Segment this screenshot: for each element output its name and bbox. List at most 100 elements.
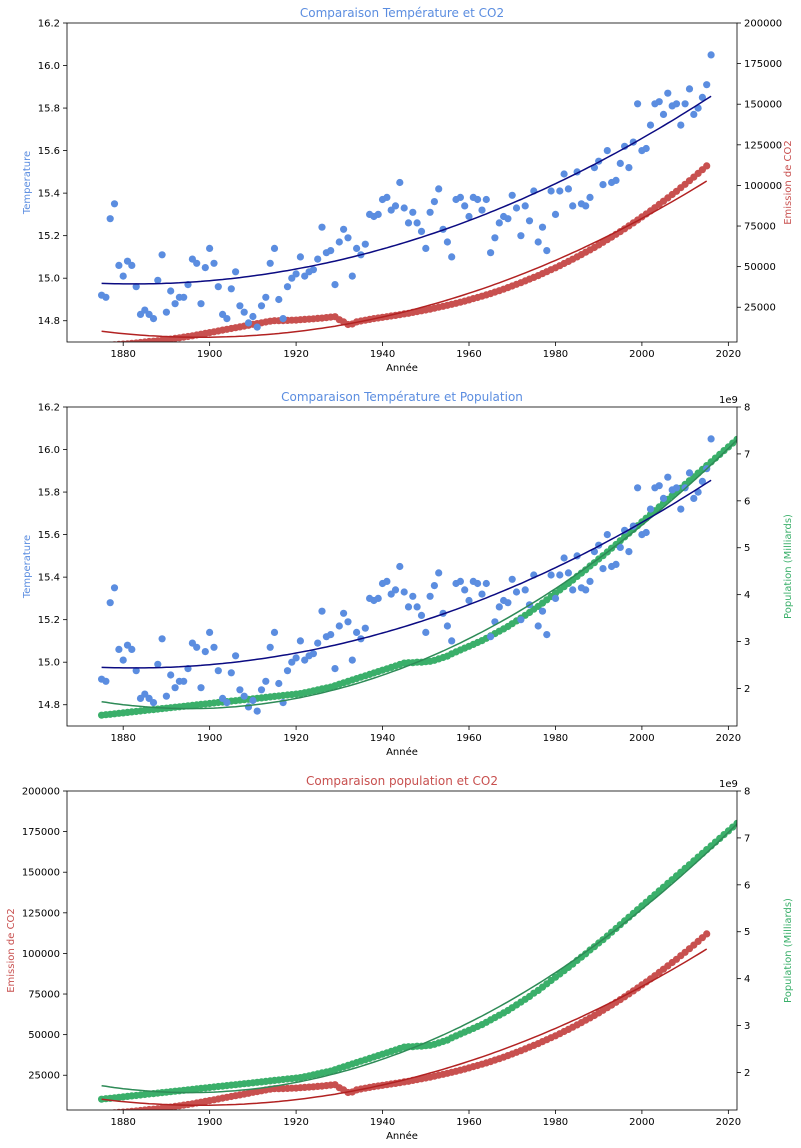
x-tick-label: 2020 [716,1117,741,1128]
population-series [98,435,737,719]
y-left-tick-label: 16.2 [38,403,60,414]
y-left-tick-label: 16.2 [38,19,60,30]
temperature-point [236,686,244,694]
co2-point [109,341,112,342]
temperature-point [240,692,248,700]
temperature-point [119,272,127,280]
y-right-axis-label: Emission de CO2 [783,140,794,225]
temperature-point [391,202,400,210]
temperature-point [262,677,270,685]
temperature-point [318,607,326,615]
x-tick-label: 2020 [716,349,741,360]
x-tick-label: 1920 [283,1117,308,1128]
temperature-point [659,494,668,502]
plot-frame [66,406,738,727]
y-right-tick-label: 175000 [744,59,782,70]
temperature-point [162,308,170,316]
temperature-point [495,603,503,611]
temperature-point [435,185,443,193]
temperature-point [534,238,542,246]
temperature-point [508,191,516,199]
temperature-point [707,51,715,59]
temperature-point [400,588,408,596]
temperature-point [275,295,283,304]
temperature-point [180,293,188,301]
temperature-point [162,692,170,700]
temperature-point [353,628,361,637]
y-left-tick-label: 15.6 [38,530,60,541]
chart-panel-1: Comparaison Température et CO2 1880 1900 19… [22,6,794,374]
temperature-point [262,293,270,301]
temperature-point [655,98,663,106]
y-left-tick-label: 150000 [22,868,60,879]
temperature-point [197,684,205,692]
temperature-point [582,586,590,594]
y-right-tick-label: 8 [744,403,750,414]
y-left-tick-label: 15.4 [38,573,60,584]
temperature-point [270,628,279,637]
y-left-tick-label: 50000 [28,1030,60,1041]
temperature-point [478,590,486,598]
temperature-point [556,571,564,579]
y-left-tick-label: 75000 [28,990,60,1001]
y-right-tick-label: 150000 [744,100,782,111]
temperature-point [474,195,482,204]
temperature-point [677,121,685,129]
temperature-point [646,505,655,513]
temperature-point [353,244,361,252]
temperature-point [534,622,542,630]
temperature-point [482,195,490,204]
temperature-point [296,637,304,645]
temperature-point [456,193,464,201]
temperature-point [335,622,343,630]
temperature-point [599,565,607,573]
temperature-point [474,579,482,588]
temperature-point [301,656,309,664]
temperature-point [154,276,162,284]
temperature-point [487,249,495,257]
temperature-point [106,599,114,607]
temperature-point [672,100,681,108]
plot-frame [66,790,738,1111]
x-tick-label: 1980 [543,1117,568,1128]
temperature-point [404,603,413,611]
temperature-point [525,217,534,225]
y-right-tick-label: 6 [744,496,750,507]
plot-frame [66,22,738,343]
temperature-point [703,81,711,89]
temperature-point [430,198,438,206]
x-tick-label: 1980 [543,349,568,360]
temperature-point [340,609,348,617]
temperature-point [236,302,244,310]
temperature-point [210,259,218,267]
y-right-tick-label: 50000 [744,262,776,273]
temperature-point [478,206,486,214]
temperature-point [240,308,248,316]
plot-area [98,51,715,342]
temperature-point [616,543,624,552]
temperature-point [292,270,300,278]
temperature-point [197,300,205,308]
temperature-point [616,159,624,167]
temperature-point [318,223,326,231]
temperature-point [413,603,421,611]
temperature-point [491,234,499,242]
temperature-point [214,667,222,675]
temperature-point [214,283,222,291]
temperature-point [132,283,140,291]
temperature-point [543,247,551,255]
temperature-point [664,89,672,97]
temperature-point [642,144,650,153]
y-right-tick-label: 5 [744,543,750,554]
y-right-tick-label: 5 [744,927,750,938]
y-left-axis-label: Emission de CO2 [6,908,17,993]
temperature-point [340,225,348,233]
temperature-point [625,548,633,556]
chart-title: Comparaison Température et Population [281,390,523,404]
temperature-point [270,244,279,252]
temperature-point [244,703,253,711]
temperature-point [391,586,400,594]
temperature-point [327,631,335,639]
temperature-point [158,635,166,643]
